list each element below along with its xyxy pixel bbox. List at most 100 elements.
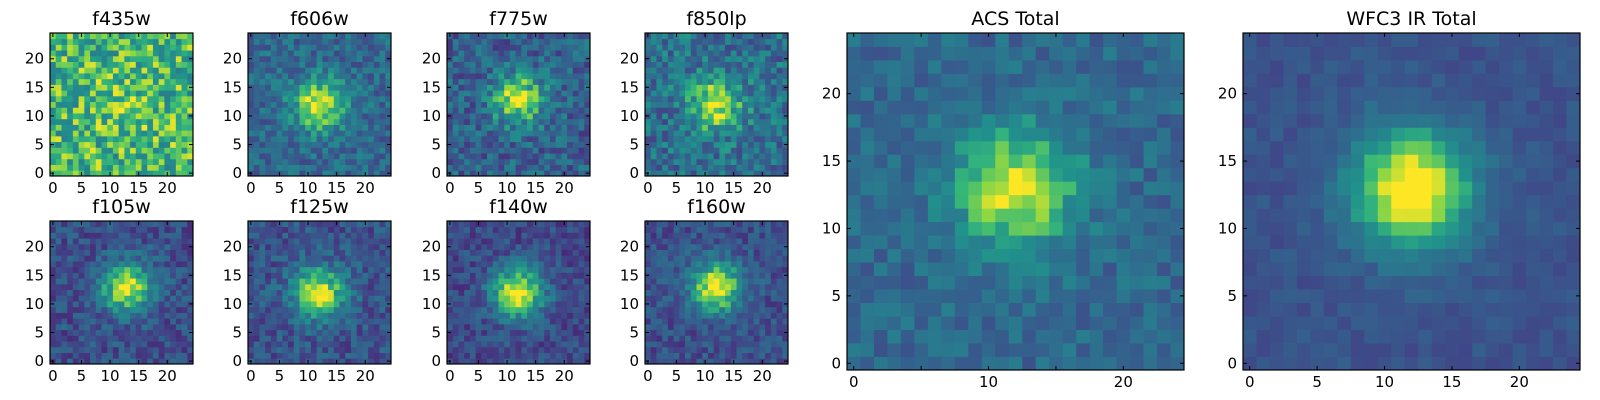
heatmap-cell: [170, 61, 177, 68]
heatmap-cell: [78, 135, 85, 143]
heatmap-cell: [282, 352, 289, 359]
heatmap-cell: [118, 261, 125, 268]
heatmap-cell: [147, 346, 154, 353]
heatmap-cell: [141, 130, 148, 137]
heatmap-cell: [373, 312, 380, 319]
heatmap-cell: [170, 335, 177, 342]
heatmap-cell: [345, 232, 352, 239]
heatmap-cell: [736, 67, 743, 74]
axes-frame: [247, 32, 392, 177]
heatmap-cell: [333, 255, 340, 262]
heatmap-cell: [521, 232, 528, 239]
heatmap-cell: [322, 352, 329, 359]
heatmap-cell: [55, 318, 62, 325]
heatmap-cell: [481, 135, 488, 143]
heatmap-cell: [379, 329, 386, 336]
heatmap-cell: [458, 301, 465, 308]
heatmap-cell: [567, 232, 574, 239]
heatmap-cell: [55, 255, 62, 262]
heatmap-cell: [299, 101, 306, 108]
heatmap-cell: [67, 61, 74, 68]
heatmap-cell: [50, 341, 57, 348]
heatmap-cell: [650, 124, 657, 131]
heatmap-cell: [690, 289, 697, 296]
heatmap-cell: [673, 335, 680, 342]
heatmap-cell: [101, 153, 108, 160]
heatmap-cell: [322, 95, 329, 103]
heatmap-cell: [690, 329, 697, 336]
heatmap-cell: [90, 55, 97, 62]
heatmap-cell: [713, 358, 720, 365]
y-tick-label: 0: [629, 164, 639, 182]
heatmap-cell: [339, 283, 346, 291]
heatmap-cell: [61, 124, 68, 131]
heatmap-cell: [645, 306, 652, 313]
heatmap-cell: [316, 130, 323, 137]
heatmap-cell: [152, 346, 160, 353]
heatmap-cell: [67, 289, 74, 296]
heatmap-cell: [770, 61, 777, 68]
heatmap-cell: [130, 261, 137, 268]
heatmap-cell: [362, 164, 369, 171]
heatmap-cell: [253, 318, 260, 325]
heatmap-cell: [265, 301, 272, 308]
heatmap-cell: [164, 107, 171, 114]
heatmap-cell: [265, 158, 272, 165]
heatmap-cell: [481, 272, 488, 279]
heatmap-cell: [288, 329, 295, 336]
heatmap-cell: [521, 329, 528, 336]
heatmap-cell: [141, 118, 148, 125]
heatmap-cell: [362, 323, 369, 331]
heatmap-cell: [782, 50, 789, 57]
heatmap-cell: [356, 153, 363, 160]
heatmap-cell: [379, 272, 386, 279]
heatmap-cell: [345, 261, 352, 268]
heatmap-cell: [538, 346, 545, 353]
heatmap-cell: [350, 261, 358, 268]
heatmap-cell: [356, 312, 363, 319]
heatmap-cell: [515, 295, 522, 302]
heatmap-cell: [276, 44, 283, 51]
heatmap-cell: [458, 124, 465, 131]
heatmap-cell: [362, 238, 369, 245]
heatmap-cell: [770, 306, 777, 313]
heatmap-cell: [584, 33, 591, 40]
heatmap-cell: [130, 249, 137, 256]
heatmap-cell: [584, 124, 591, 131]
heatmap-cell: [147, 261, 154, 268]
heatmap-cell: [181, 358, 188, 365]
heatmap-cell: [135, 44, 142, 51]
heatmap-cell: [322, 84, 329, 91]
heatmap-cell: [265, 55, 272, 62]
heatmap-cell: [696, 164, 703, 171]
heatmap-cell: [84, 61, 91, 68]
heatmap-cell: [55, 84, 62, 91]
heatmap-cell: [782, 95, 789, 103]
heatmap-cell: [282, 130, 289, 137]
heatmap-cell: [90, 289, 97, 296]
heatmap-cell: [187, 67, 194, 74]
heatmap-cell: [452, 266, 459, 273]
heatmap-cell: [356, 101, 363, 108]
heatmap-cell: [578, 301, 585, 308]
heatmap-cell: [549, 141, 557, 148]
heatmap-cell: [164, 272, 171, 279]
heatmap-cell: [152, 243, 160, 250]
y-tick-label: 15: [422, 78, 441, 96]
heatmap-cell: [770, 113, 777, 120]
heatmap-cell: [572, 107, 579, 114]
heatmap-cell: [742, 164, 749, 171]
x-tick-label: 10: [101, 179, 120, 197]
heatmap-cell: [509, 306, 517, 313]
heatmap-cell: [356, 341, 363, 348]
heatmap-cell: [736, 84, 743, 91]
heatmap-cell: [101, 107, 108, 114]
heatmap-cell: [293, 67, 300, 74]
heatmap-cell: [101, 118, 108, 125]
heatmap-cell: [282, 323, 289, 331]
heatmap-cell: [164, 158, 171, 165]
heatmap-cell: [458, 44, 465, 51]
heatmap-cell: [662, 295, 669, 302]
heatmap-cell: [310, 95, 318, 103]
heatmap-cell: [310, 164, 318, 171]
